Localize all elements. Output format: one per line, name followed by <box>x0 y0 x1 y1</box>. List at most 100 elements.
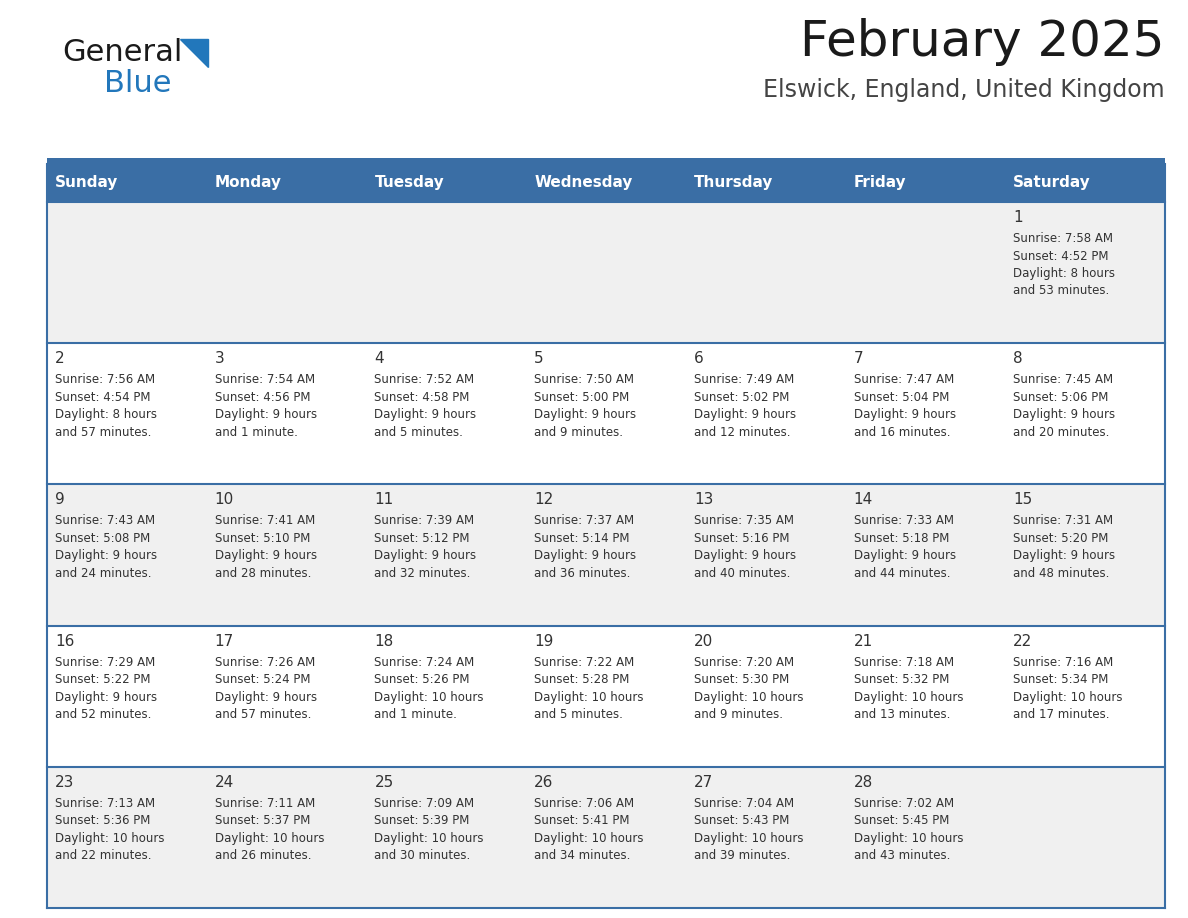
Text: Sunrise: 7:31 AM
Sunset: 5:20 PM
Daylight: 9 hours
and 48 minutes.: Sunrise: 7:31 AM Sunset: 5:20 PM Dayligh… <box>1013 514 1116 580</box>
Bar <box>526 767 685 908</box>
Text: Sunrise: 7:49 AM
Sunset: 5:02 PM
Daylight: 9 hours
and 12 minutes.: Sunrise: 7:49 AM Sunset: 5:02 PM Dayligh… <box>694 374 796 439</box>
Text: 1: 1 <box>1013 210 1023 225</box>
Text: General: General <box>62 38 183 67</box>
Text: 12: 12 <box>535 492 554 508</box>
Text: 22: 22 <box>1013 633 1032 649</box>
Text: 19: 19 <box>535 633 554 649</box>
Bar <box>207 625 366 767</box>
Text: Elswick, England, United Kingdom: Elswick, England, United Kingdom <box>764 78 1165 102</box>
Polygon shape <box>181 39 208 67</box>
Bar <box>366 164 526 202</box>
Bar <box>366 343 526 485</box>
Text: Sunday: Sunday <box>55 175 119 191</box>
Text: Sunrise: 7:13 AM
Sunset: 5:36 PM
Daylight: 10 hours
and 22 minutes.: Sunrise: 7:13 AM Sunset: 5:36 PM Dayligh… <box>55 797 164 862</box>
Text: Thursday: Thursday <box>694 175 773 191</box>
Bar <box>685 625 846 767</box>
Bar <box>526 164 685 202</box>
Text: 7: 7 <box>853 352 864 366</box>
Text: 9: 9 <box>55 492 65 508</box>
Text: 4: 4 <box>374 352 384 366</box>
Text: Sunrise: 7:45 AM
Sunset: 5:06 PM
Daylight: 9 hours
and 20 minutes.: Sunrise: 7:45 AM Sunset: 5:06 PM Dayligh… <box>1013 374 1116 439</box>
Text: Blue: Blue <box>105 69 171 98</box>
Bar <box>207 343 366 485</box>
Bar <box>526 485 685 625</box>
Text: Sunrise: 7:20 AM
Sunset: 5:30 PM
Daylight: 10 hours
and 9 minutes.: Sunrise: 7:20 AM Sunset: 5:30 PM Dayligh… <box>694 655 803 722</box>
Text: Sunrise: 7:43 AM
Sunset: 5:08 PM
Daylight: 9 hours
and 24 minutes.: Sunrise: 7:43 AM Sunset: 5:08 PM Dayligh… <box>55 514 157 580</box>
Bar <box>48 767 207 908</box>
Text: 5: 5 <box>535 352 544 366</box>
Bar <box>1005 202 1165 343</box>
Text: Sunrise: 7:54 AM
Sunset: 4:56 PM
Daylight: 9 hours
and 1 minute.: Sunrise: 7:54 AM Sunset: 4:56 PM Dayligh… <box>215 374 317 439</box>
Text: Sunrise: 7:39 AM
Sunset: 5:12 PM
Daylight: 9 hours
and 32 minutes.: Sunrise: 7:39 AM Sunset: 5:12 PM Dayligh… <box>374 514 476 580</box>
Bar <box>366 485 526 625</box>
Text: Sunrise: 7:04 AM
Sunset: 5:43 PM
Daylight: 10 hours
and 39 minutes.: Sunrise: 7:04 AM Sunset: 5:43 PM Dayligh… <box>694 797 803 862</box>
Bar <box>526 343 685 485</box>
Text: Wednesday: Wednesday <box>535 175 632 191</box>
Text: Sunrise: 7:06 AM
Sunset: 5:41 PM
Daylight: 10 hours
and 34 minutes.: Sunrise: 7:06 AM Sunset: 5:41 PM Dayligh… <box>535 797 644 862</box>
Text: Sunrise: 7:37 AM
Sunset: 5:14 PM
Daylight: 9 hours
and 36 minutes.: Sunrise: 7:37 AM Sunset: 5:14 PM Dayligh… <box>535 514 637 580</box>
Text: Sunrise: 7:33 AM
Sunset: 5:18 PM
Daylight: 9 hours
and 44 minutes.: Sunrise: 7:33 AM Sunset: 5:18 PM Dayligh… <box>853 514 955 580</box>
Text: Sunrise: 7:58 AM
Sunset: 4:52 PM
Daylight: 8 hours
and 53 minutes.: Sunrise: 7:58 AM Sunset: 4:52 PM Dayligh… <box>1013 232 1116 297</box>
Bar <box>48 164 207 202</box>
Bar <box>846 625 1005 767</box>
Text: 13: 13 <box>694 492 713 508</box>
Bar <box>846 767 1005 908</box>
Text: 14: 14 <box>853 492 873 508</box>
Text: 23: 23 <box>55 775 75 789</box>
Text: Sunrise: 7:02 AM
Sunset: 5:45 PM
Daylight: 10 hours
and 43 minutes.: Sunrise: 7:02 AM Sunset: 5:45 PM Dayligh… <box>853 797 963 862</box>
Bar <box>846 164 1005 202</box>
Bar <box>207 767 366 908</box>
Text: Sunrise: 7:26 AM
Sunset: 5:24 PM
Daylight: 9 hours
and 57 minutes.: Sunrise: 7:26 AM Sunset: 5:24 PM Dayligh… <box>215 655 317 722</box>
Text: 6: 6 <box>694 352 703 366</box>
Bar <box>685 485 846 625</box>
Text: Friday: Friday <box>853 175 906 191</box>
Bar <box>366 625 526 767</box>
Text: 26: 26 <box>535 775 554 789</box>
Text: Monday: Monday <box>215 175 282 191</box>
Bar <box>685 767 846 908</box>
Text: 27: 27 <box>694 775 713 789</box>
Bar <box>207 485 366 625</box>
Text: 28: 28 <box>853 775 873 789</box>
Bar <box>48 625 207 767</box>
Bar <box>846 485 1005 625</box>
Text: 3: 3 <box>215 352 225 366</box>
Text: Sunrise: 7:29 AM
Sunset: 5:22 PM
Daylight: 9 hours
and 52 minutes.: Sunrise: 7:29 AM Sunset: 5:22 PM Dayligh… <box>55 655 157 722</box>
Bar <box>685 164 846 202</box>
Bar <box>1005 164 1165 202</box>
Text: Saturday: Saturday <box>1013 175 1091 191</box>
Text: 8: 8 <box>1013 352 1023 366</box>
Bar <box>366 767 526 908</box>
Bar <box>685 202 846 343</box>
Text: Sunrise: 7:09 AM
Sunset: 5:39 PM
Daylight: 10 hours
and 30 minutes.: Sunrise: 7:09 AM Sunset: 5:39 PM Dayligh… <box>374 797 484 862</box>
Text: Sunrise: 7:16 AM
Sunset: 5:34 PM
Daylight: 10 hours
and 17 minutes.: Sunrise: 7:16 AM Sunset: 5:34 PM Dayligh… <box>1013 655 1123 722</box>
Bar <box>1005 485 1165 625</box>
Bar <box>1005 343 1165 485</box>
Text: 15: 15 <box>1013 492 1032 508</box>
Text: Sunrise: 7:52 AM
Sunset: 4:58 PM
Daylight: 9 hours
and 5 minutes.: Sunrise: 7:52 AM Sunset: 4:58 PM Dayligh… <box>374 374 476 439</box>
Text: Sunrise: 7:18 AM
Sunset: 5:32 PM
Daylight: 10 hours
and 13 minutes.: Sunrise: 7:18 AM Sunset: 5:32 PM Dayligh… <box>853 655 963 722</box>
Bar <box>526 625 685 767</box>
Text: Sunrise: 7:11 AM
Sunset: 5:37 PM
Daylight: 10 hours
and 26 minutes.: Sunrise: 7:11 AM Sunset: 5:37 PM Dayligh… <box>215 797 324 862</box>
Bar <box>685 343 846 485</box>
Text: Sunrise: 7:50 AM
Sunset: 5:00 PM
Daylight: 9 hours
and 9 minutes.: Sunrise: 7:50 AM Sunset: 5:00 PM Dayligh… <box>535 374 637 439</box>
Text: Sunrise: 7:47 AM
Sunset: 5:04 PM
Daylight: 9 hours
and 16 minutes.: Sunrise: 7:47 AM Sunset: 5:04 PM Dayligh… <box>853 374 955 439</box>
Bar <box>846 202 1005 343</box>
Bar <box>48 343 207 485</box>
Bar <box>48 158 1165 164</box>
Text: 18: 18 <box>374 633 393 649</box>
Text: Sunrise: 7:24 AM
Sunset: 5:26 PM
Daylight: 10 hours
and 1 minute.: Sunrise: 7:24 AM Sunset: 5:26 PM Dayligh… <box>374 655 484 722</box>
Text: 16: 16 <box>55 633 75 649</box>
Bar <box>526 202 685 343</box>
Text: 24: 24 <box>215 775 234 789</box>
Text: 11: 11 <box>374 492 393 508</box>
Text: 10: 10 <box>215 492 234 508</box>
Text: Sunrise: 7:35 AM
Sunset: 5:16 PM
Daylight: 9 hours
and 40 minutes.: Sunrise: 7:35 AM Sunset: 5:16 PM Dayligh… <box>694 514 796 580</box>
Bar <box>48 485 207 625</box>
Bar <box>207 202 366 343</box>
Text: 17: 17 <box>215 633 234 649</box>
Bar <box>846 343 1005 485</box>
Text: February 2025: February 2025 <box>801 18 1165 66</box>
Text: Tuesday: Tuesday <box>374 175 444 191</box>
Text: Sunrise: 7:22 AM
Sunset: 5:28 PM
Daylight: 10 hours
and 5 minutes.: Sunrise: 7:22 AM Sunset: 5:28 PM Dayligh… <box>535 655 644 722</box>
